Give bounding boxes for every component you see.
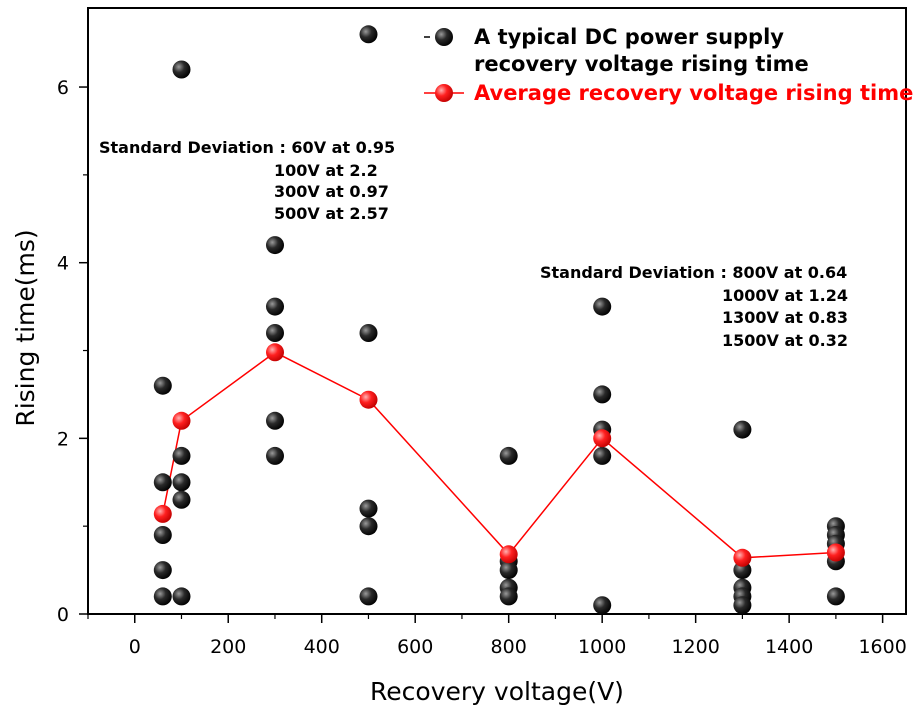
x-tick-label: 0	[129, 636, 141, 658]
typical-data-point	[153, 526, 172, 544]
typical-data-point	[266, 324, 284, 342]
typical-data-point	[153, 561, 172, 580]
x-axis-ticks: 0 200 400 600 800 1000 1200 1400 1600	[87, 614, 907, 658]
legend-item-typical: A typical DC power supply recovery volta…	[424, 25, 809, 76]
typical-data-point	[359, 324, 378, 342]
annotation-std-low-line3: 300V at 0.97	[274, 182, 389, 201]
average-series-line-layer	[162, 351, 836, 559]
x-axis-title: Recovery voltage(V)	[370, 677, 624, 706]
x-tick-label: 400	[304, 636, 340, 658]
typical-data-point	[153, 473, 172, 492]
legend-label-typical-line2: recovery voltage rising time	[474, 52, 809, 76]
typical-data-point	[266, 297, 284, 316]
average-data-point	[733, 548, 752, 567]
average-data-point	[172, 411, 191, 430]
typical-data-point	[266, 411, 284, 430]
y-tick-label: 2	[57, 428, 69, 450]
legend: A typical DC power supply recovery volta…	[424, 25, 913, 105]
data-points-layer	[153, 25, 845, 615]
average-data-point	[359, 390, 378, 409]
y-tick-label: 0	[57, 604, 69, 626]
average-data-point	[266, 343, 284, 362]
average-data-point	[153, 504, 172, 523]
average-series-line	[162, 351, 836, 559]
typical-data-point	[153, 376, 172, 395]
legend-marker-typical	[435, 28, 453, 46]
legend-label-typical-line1: A typical DC power supply	[474, 25, 784, 49]
average-data-point	[826, 543, 845, 562]
plot-frame	[87, 7, 907, 615]
typical-data-point	[733, 420, 752, 439]
y-axis-title: Rising time(ms)	[11, 229, 40, 426]
typical-data-point	[826, 587, 845, 606]
typical-data-point	[266, 446, 284, 465]
typical-data-point	[172, 490, 191, 509]
annotation-std-low-line2: 100V at 2.2	[274, 161, 378, 180]
typical-data-point	[359, 25, 378, 44]
typical-data-point	[172, 60, 191, 79]
typical-data-point	[266, 236, 284, 255]
y-axis-ticks: 0 2 4 6	[57, 77, 88, 626]
annotation-std-high-line2: 1000V at 1.24	[722, 286, 848, 305]
average-data-point	[593, 429, 612, 448]
typical-data-point	[593, 446, 612, 465]
legend-label-average: Average recovery voltage rising time	[474, 81, 913, 105]
typical-data-point	[172, 446, 191, 465]
x-tick-label: 1600	[858, 636, 906, 658]
typical-data-point	[499, 561, 518, 580]
annotation-std-high-voltage: Standard Deviation : 800V at 0.64 1000V …	[540, 263, 848, 350]
typical-data-point	[153, 587, 172, 606]
typical-data-point	[593, 297, 612, 316]
annotation-std-low-line4: 500V at 2.57	[274, 204, 389, 223]
typical-data-point	[172, 473, 191, 492]
annotation-std-high-line3: 1300V at 0.83	[722, 308, 848, 327]
typical-data-point	[733, 561, 752, 580]
typical-data-point	[172, 587, 191, 606]
x-tick-label: 800	[491, 636, 527, 658]
typical-data-point	[499, 587, 518, 606]
x-tick-label: 1000	[578, 636, 626, 658]
typical-data-point	[359, 499, 378, 518]
y-tick-label: 6	[57, 77, 69, 99]
x-tick-label: 1400	[765, 636, 813, 658]
typical-data-point	[359, 517, 378, 536]
typical-data-point	[359, 587, 378, 606]
annotation-std-low-line1: Standard Deviation : 60V at 0.95	[99, 138, 395, 157]
annotation-std-low-voltage: Standard Deviation : 60V at 0.95 100V at…	[99, 138, 395, 223]
typical-data-point	[499, 446, 518, 465]
x-tick-label: 600	[397, 636, 433, 658]
x-tick-label: 1200	[671, 636, 719, 658]
typical-data-point	[733, 596, 752, 615]
legend-item-average: Average recovery voltage rising time	[424, 81, 913, 105]
average-data-point	[499, 545, 518, 564]
annotation-std-high-line4: 1500V at 0.32	[722, 331, 848, 350]
x-tick-label: 200	[210, 636, 246, 658]
typical-data-point	[593, 596, 612, 615]
y-tick-label: 4	[57, 253, 69, 275]
typical-data-point	[593, 385, 612, 404]
annotation-std-high-line1: Standard Deviation : 800V at 0.64	[540, 263, 847, 282]
legend-marker-average	[435, 84, 453, 102]
